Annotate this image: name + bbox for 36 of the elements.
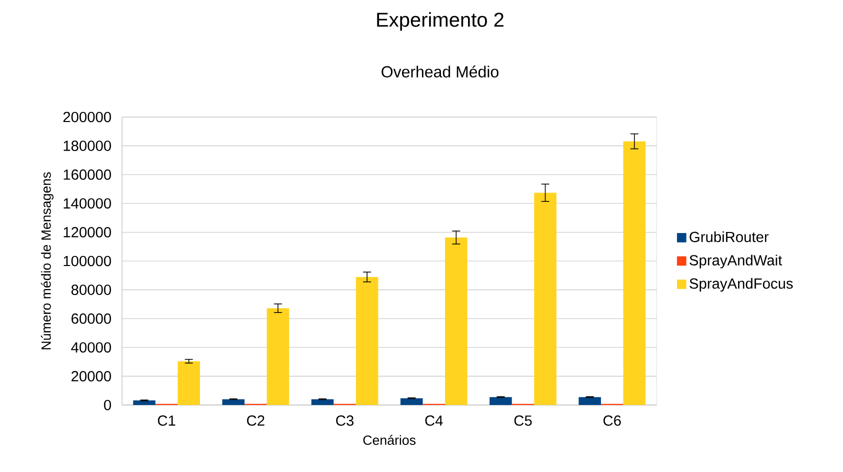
chart-subtitle: Overhead Médio [382,66,498,78]
y-tick-label: 140000 [64,198,111,209]
y-tick-label: 120000 [64,227,111,238]
bar [445,238,468,405]
y-tick-label: 60000 [72,313,112,324]
bar [534,192,556,405]
bar [222,399,245,405]
bar [311,399,334,405]
x-tick-label: C4 [425,415,443,426]
bar [133,400,156,405]
bar [490,397,512,405]
bar [400,398,423,405]
y-axis-title: Número médio de Mensagens [40,172,54,350]
x-axis-title: Cenários [363,434,416,445]
bar [578,397,601,405]
legend-label: SprayAndFocus [690,278,793,292]
x-tick-label: C6 [603,415,621,426]
y-tick-label: 0 [104,400,112,410]
y-tick-label: 180000 [64,140,111,151]
y-tick-label: 20000 [72,371,112,382]
x-tick-label: C2 [247,415,264,426]
y-tick-label: 160000 [64,169,111,180]
y-tick-label: 200000 [63,112,111,122]
bar [623,141,646,405]
legend-label: SprayAndWait [690,254,782,268]
bar [178,361,200,405]
chart-title: Experimento 2 [377,12,504,31]
x-tick-label: C3 [336,415,354,426]
legend-label: GrubiRouter [690,231,769,242]
x-tick-label: C1 [158,415,176,426]
y-tick-label: 100000 [64,256,111,266]
bar [266,308,290,405]
x-tick-label: C5 [514,415,532,426]
y-tick-label: 40000 [71,342,112,353]
bar [356,276,378,405]
y-tick-label: 80000 [71,284,112,295]
